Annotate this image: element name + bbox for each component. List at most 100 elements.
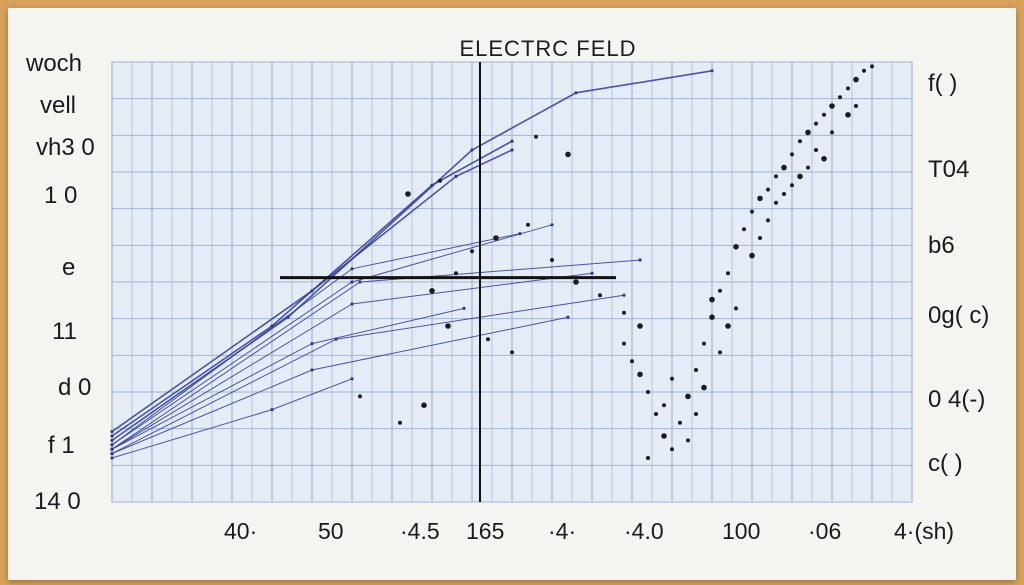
data-point: [846, 86, 850, 91]
data-point: [766, 218, 770, 223]
data-point: [486, 337, 490, 342]
series-point: [110, 430, 114, 434]
y-tick-label-left: woch: [26, 50, 83, 77]
x-tick-label: ·4.0: [624, 518, 664, 544]
series-line: [111, 149, 513, 433]
data-point: [853, 76, 859, 83]
series-point: [110, 438, 114, 442]
data-point: [670, 447, 674, 452]
x-tick-label: 165: [466, 518, 505, 544]
y-tick-label-left: e: [62, 254, 76, 281]
data-point: [725, 323, 731, 329]
series-point: [710, 69, 714, 73]
data-point: [758, 236, 762, 240]
data-point: [790, 183, 794, 188]
series-point: [310, 342, 314, 346]
data-point: [534, 134, 538, 139]
x-tick-label: ·4.5: [400, 518, 440, 544]
data-point: [718, 350, 722, 355]
data-point: [742, 227, 746, 232]
y-tick-label-left: 14 0: [34, 488, 81, 515]
data-point: [750, 209, 754, 214]
y-tick-label-left: 11: [52, 318, 77, 345]
data-point: [781, 164, 787, 171]
series-point: [110, 443, 114, 447]
series-point: [510, 139, 514, 143]
data-point: [726, 271, 730, 276]
data-point: [470, 249, 474, 254]
data-point: [774, 174, 778, 179]
data-point: [630, 359, 634, 364]
data-point: [702, 341, 706, 346]
series-point: [430, 183, 434, 187]
data-point: [445, 323, 451, 329]
y-tick-label-right: 0g( c): [928, 302, 990, 329]
series-point: [518, 232, 522, 236]
data-point: [757, 195, 763, 202]
data-point: [526, 222, 530, 227]
data-point: [694, 412, 698, 416]
data-point: [805, 129, 811, 136]
series-point: [110, 434, 114, 438]
series-point: [310, 368, 314, 372]
series-point: [454, 174, 458, 178]
data-point: [358, 394, 362, 399]
series-point: [574, 91, 578, 95]
data-point: [709, 296, 715, 303]
data-point: [622, 310, 626, 315]
data-point: [870, 64, 874, 69]
chart-title: ELECTRC FELD: [459, 36, 637, 61]
data-point: [806, 165, 810, 170]
y-tick-label-left: vh3 0: [36, 134, 95, 161]
data-point: [454, 271, 458, 276]
data-point: [637, 371, 643, 378]
data-point: [510, 350, 514, 355]
y-tick-label-right: 0 4(-): [928, 386, 986, 413]
data-point: [734, 306, 738, 311]
data-point: [646, 390, 650, 394]
data-point: [661, 433, 667, 439]
data-point: [670, 376, 674, 381]
x-tick-label: ·4·: [548, 518, 577, 544]
series-point: [350, 280, 354, 284]
data-point: [822, 112, 826, 117]
x-tick-label: 40·: [224, 518, 258, 544]
y-tick-label-right: f( ): [928, 70, 958, 97]
data-point: [845, 112, 851, 118]
data-point: [685, 393, 691, 400]
data-point: [797, 173, 803, 180]
series-point: [110, 452, 114, 456]
reference-lines: [280, 62, 616, 502]
data-point: [405, 191, 411, 197]
data-point: [421, 402, 427, 409]
y-tick-label-right: T04: [928, 156, 970, 183]
data-point: [573, 279, 579, 285]
data-point: [550, 258, 554, 262]
x-tick-label: 100: [722, 518, 761, 544]
series-point: [310, 289, 314, 293]
y-tick-label-left: 1 0: [44, 182, 78, 209]
data-point: [718, 288, 722, 293]
series-point: [622, 293, 626, 297]
x-tick-label: 4·(sh): [894, 518, 955, 544]
data-point: [814, 121, 818, 126]
data-point: [790, 152, 794, 157]
data-point: [838, 95, 842, 100]
series-point: [638, 258, 642, 262]
data-point: [749, 252, 755, 259]
series-point: [358, 280, 362, 284]
y-tick-label-right: c( ): [928, 450, 963, 477]
series-point: [350, 302, 354, 306]
data-point: [766, 187, 770, 192]
data-point: [398, 420, 402, 425]
data-point: [565, 151, 571, 158]
data-point: [821, 156, 827, 162]
series-point: [550, 223, 554, 227]
y-tick-label-left: vell: [40, 92, 77, 119]
series-point: [350, 377, 354, 381]
series-line: [111, 140, 513, 437]
x-tick-label: 50: [318, 518, 344, 544]
y-tick-label-left: f 1: [48, 432, 75, 459]
series-point: [110, 447, 114, 451]
